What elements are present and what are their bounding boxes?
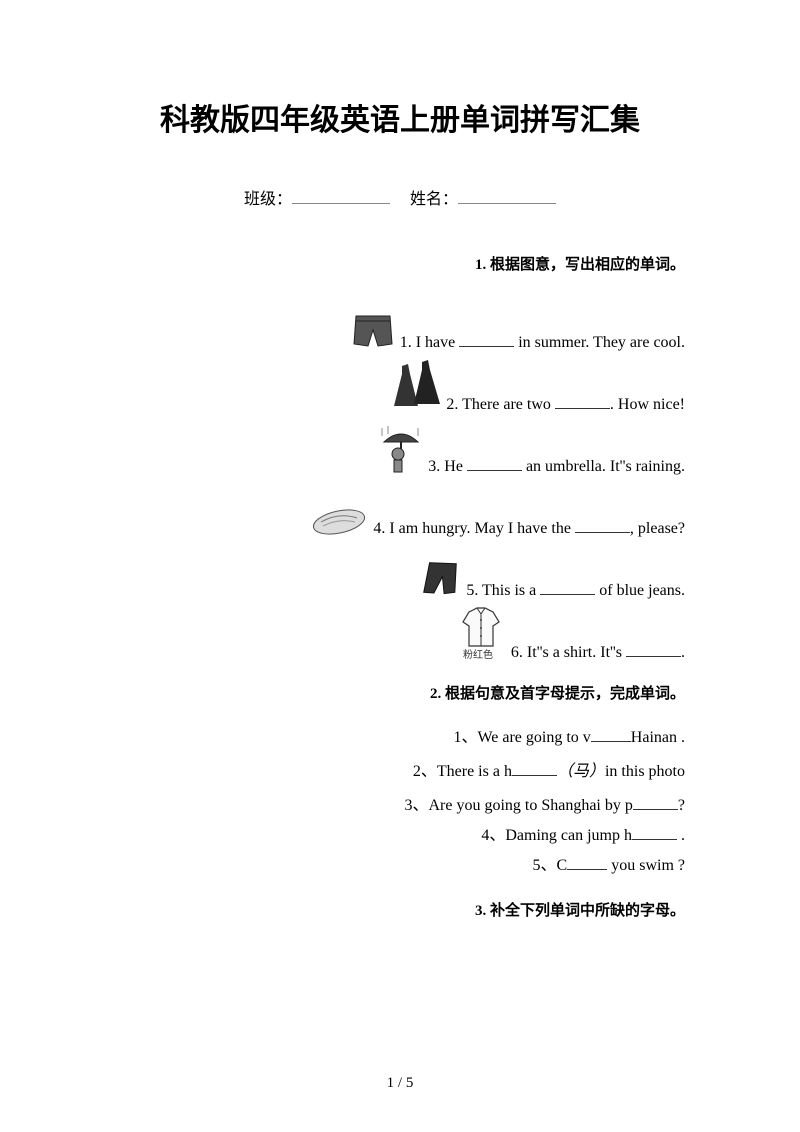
s2q3b: ?	[678, 797, 685, 814]
q6b: .	[681, 644, 685, 661]
class-blank	[292, 190, 390, 204]
q4-row: 4. I am hungry. May I have the , please?	[115, 480, 685, 538]
page-number: 1 / 5	[0, 1075, 800, 1092]
q5-text: 5. This is a of blue jeans.	[466, 581, 685, 600]
s2q2-note: （马）	[557, 763, 605, 780]
s2q1b: Hainan .	[631, 729, 685, 746]
q3-text: 3. He an umbrella. It''s raining.	[428, 457, 685, 476]
shorts-icon	[350, 312, 396, 352]
q2-text: 2. There are two . How nice!	[446, 395, 685, 414]
s2q4-blank	[632, 826, 677, 840]
jeans-icon	[418, 558, 462, 600]
q1a: 1. I have	[400, 334, 460, 351]
page-title: 科教版四年级英语上册单词拼写汇集	[115, 95, 685, 139]
q1-blank	[459, 333, 514, 347]
q3b: an umbrella. It''s raining.	[522, 458, 685, 475]
shirt-icon: 粉红色	[455, 606, 507, 662]
q5-blank	[540, 581, 595, 595]
info-line: 班级： 姓名：	[115, 185, 685, 209]
q3-blank	[467, 457, 522, 471]
shirt-label: 粉红色	[463, 648, 493, 661]
s2q5-row: 5、C you swim ?	[115, 851, 685, 875]
s2q4b: .	[677, 827, 685, 844]
q1b: in summer. They are cool.	[514, 334, 685, 351]
q6-row: 粉红色 6. It''s a shirt. It''s .	[115, 604, 685, 662]
s2q4a: 4、Daming can jump h	[481, 827, 632, 844]
s2q1a: 1、We are going to v	[453, 729, 590, 746]
q1-row: 1. I have in summer. They are cool.	[115, 294, 685, 352]
q4b: , please?	[630, 520, 685, 537]
q1-text: 1. I have in summer. They are cool.	[400, 333, 685, 352]
section2-header: 2. 根据句意及首字母提示，完成单词。	[115, 682, 685, 703]
q5a: 5. This is a	[466, 582, 540, 599]
q2-row: 2. There are two . How nice!	[115, 356, 685, 414]
q4a: 4. I am hungry. May I have the	[373, 520, 575, 537]
s2q5a: 5、C	[533, 857, 568, 874]
section1-header: 1. 根据图意，写出相应的单词。	[115, 253, 685, 274]
dresses-icon	[392, 360, 442, 414]
s2q2-row: 2、There is a h （马）in this photo	[115, 757, 685, 781]
q3-row: 3. He an umbrella. It''s raining.	[115, 418, 685, 476]
q2b: . How nice!	[610, 396, 685, 413]
q4-text: 4. I am hungry. May I have the , please?	[373, 519, 685, 538]
s2q3-row: 3、Are you going to Shanghai by p?	[115, 791, 685, 815]
bread-icon	[309, 502, 369, 538]
q2a: 2. There are two	[446, 396, 555, 413]
q6a: 6. It''s a shirt. It''s	[511, 644, 626, 661]
s2q2a: 2、There is a h	[413, 763, 512, 780]
class-label: 班级：	[244, 191, 292, 208]
q4-blank	[575, 519, 630, 533]
s2q2b: in this photo	[605, 763, 685, 780]
s2q1-row: 1、We are going to v Hainan .	[115, 723, 685, 747]
s2q5b: you swim ?	[607, 857, 685, 874]
q5-row: 5. This is a of blue jeans.	[115, 542, 685, 600]
section3-header: 3. 补全下列单词中所缺的字母。	[115, 899, 685, 920]
q6-blank	[626, 643, 681, 657]
name-label: 姓名：	[410, 191, 458, 208]
q5b: of blue jeans.	[595, 582, 685, 599]
q2-blank	[555, 395, 610, 409]
q3a: 3. He	[428, 458, 467, 475]
s2q3a: 3、Are you going to Shanghai by p	[404, 797, 632, 814]
q6-text: 6. It''s a shirt. It''s .	[511, 643, 685, 662]
s2q4-row: 4、Daming can jump h .	[115, 821, 685, 845]
s2q3-blank	[633, 796, 678, 810]
umbrella-icon	[378, 424, 424, 476]
s2q5-blank	[567, 856, 607, 870]
s2q2-blank	[512, 762, 557, 776]
name-blank	[458, 190, 556, 204]
s2q1-blank	[591, 728, 631, 742]
